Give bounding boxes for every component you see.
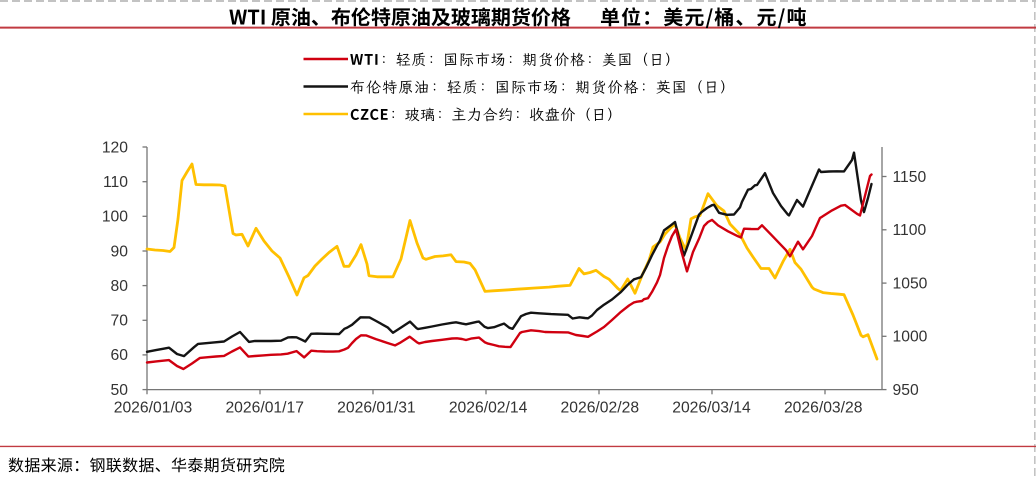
svg-text:2026/03/28: 2026/03/28 bbox=[784, 400, 863, 417]
svg-text:120: 120 bbox=[102, 139, 128, 156]
svg-text:90: 90 bbox=[111, 243, 129, 260]
svg-text:1050: 1050 bbox=[893, 275, 928, 292]
svg-text:50: 50 bbox=[111, 382, 129, 399]
svg-text:2026/03/14: 2026/03/14 bbox=[672, 400, 751, 417]
svg-text:70: 70 bbox=[111, 313, 129, 330]
svg-text:2026/01/03: 2026/01/03 bbox=[114, 400, 193, 417]
svg-text:100: 100 bbox=[102, 209, 128, 226]
svg-text:110: 110 bbox=[103, 174, 128, 191]
svg-text:60: 60 bbox=[111, 347, 129, 364]
svg-text:2026/02/14: 2026/02/14 bbox=[449, 400, 528, 417]
svg-text:2026/01/17: 2026/01/17 bbox=[225, 400, 304, 417]
svg-text:950: 950 bbox=[893, 382, 919, 399]
svg-text:1000: 1000 bbox=[893, 329, 928, 346]
svg-text:2026/01/31: 2026/01/31 bbox=[337, 400, 416, 417]
svg-text:2026/02/28: 2026/02/28 bbox=[561, 400, 640, 417]
svg-text:1100: 1100 bbox=[893, 222, 927, 239]
svg-text:80: 80 bbox=[111, 278, 129, 295]
svg-text:1150: 1150 bbox=[893, 169, 927, 186]
